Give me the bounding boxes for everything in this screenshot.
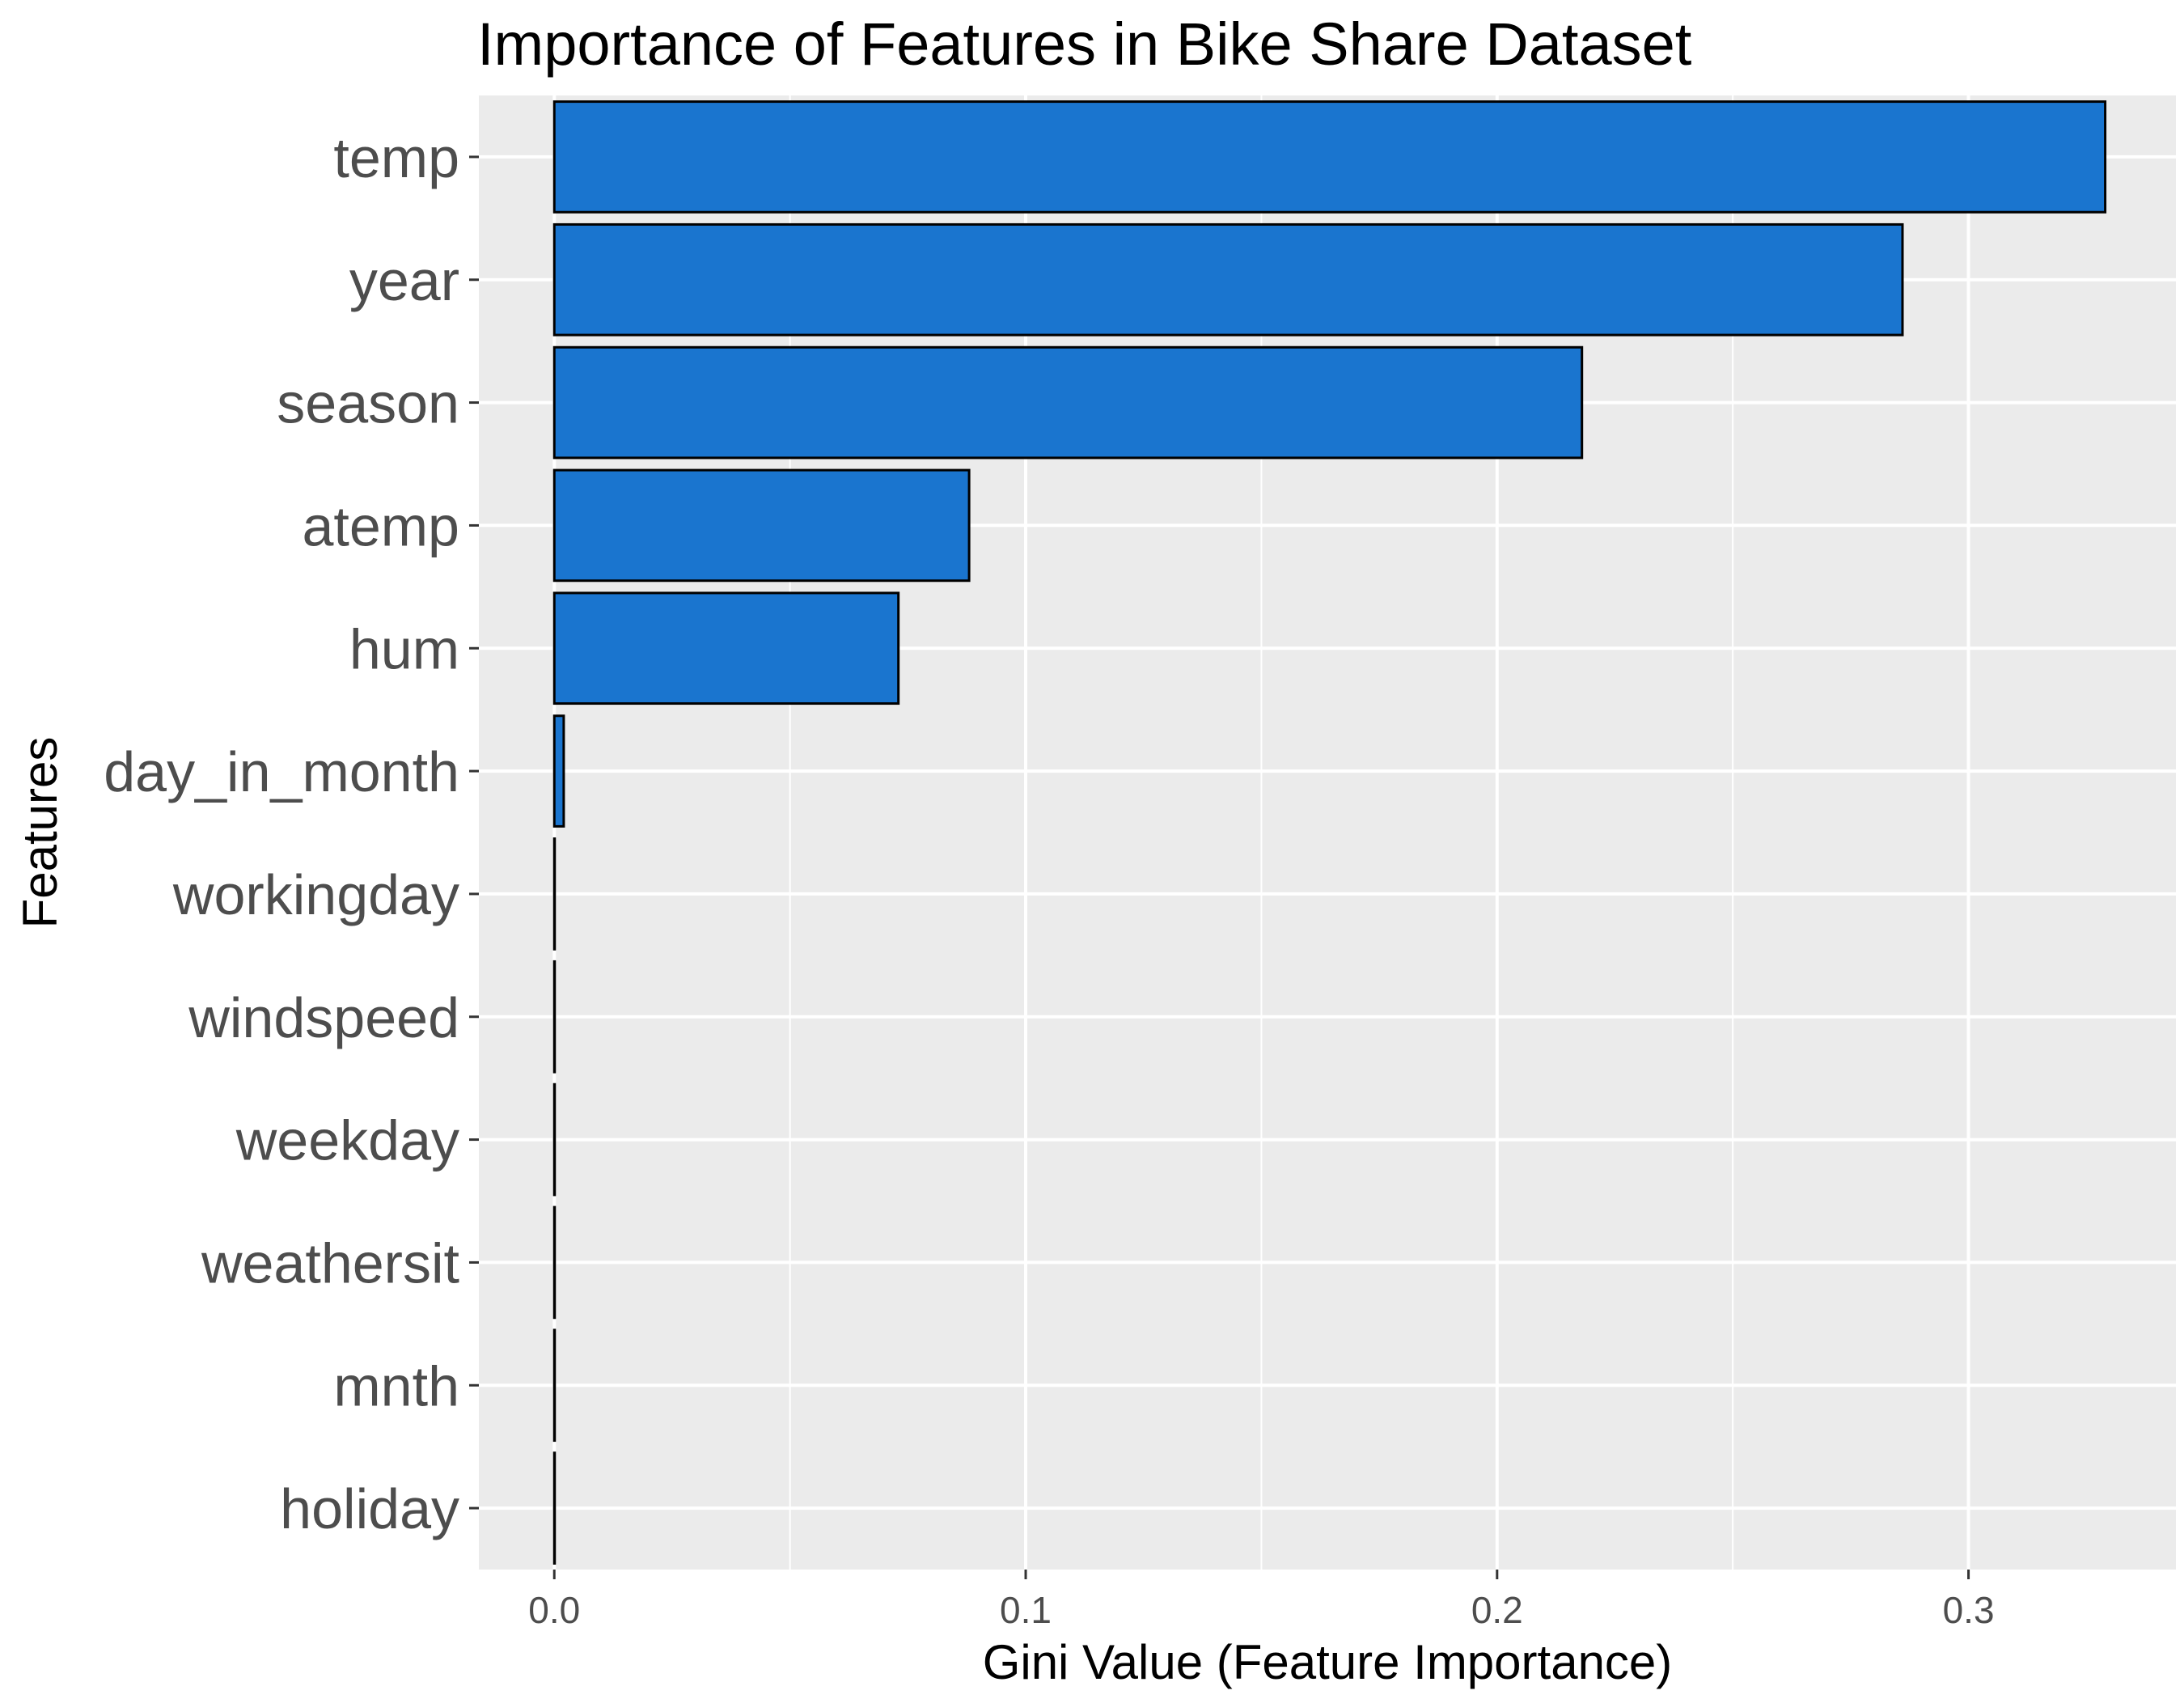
- bar-mnth: [552, 1328, 557, 1443]
- bar-weekday: [552, 1083, 557, 1197]
- y-tick-label: day_in_month: [104, 740, 459, 803]
- y-axis-title: Features: [13, 737, 67, 929]
- bar-holiday: [552, 1451, 557, 1565]
- y-tick-label: hum: [349, 617, 459, 680]
- bar-windspeed: [552, 960, 557, 1074]
- y-tick-label: year: [349, 249, 459, 312]
- bar-atemp: [552, 468, 971, 583]
- x-tick-label: 0.0: [528, 1589, 580, 1631]
- y-tick-label: workingday: [172, 863, 459, 926]
- y-tick-label: season: [277, 372, 459, 435]
- y-tick-label: mnth: [333, 1354, 459, 1417]
- x-tick-label: 0.1: [1000, 1589, 1052, 1631]
- bars: [552, 100, 2107, 1565]
- bar-day-in-month: [552, 714, 565, 828]
- bar-temp: [552, 100, 2107, 214]
- minor-gridlines: [789, 95, 1734, 1570]
- bar-weathersit: [552, 1205, 557, 1320]
- y-axis: temp year season atemp hum day_in_monthworkin…: [104, 126, 479, 1540]
- y-tick-label: atemp: [302, 494, 459, 557]
- y-tick-label: weathersit: [201, 1231, 459, 1294]
- bar-year: [552, 222, 1904, 337]
- y-tick-label: holiday: [280, 1477, 459, 1540]
- x-axis: 0.0 0.1 0.2 0.3: [528, 1570, 1995, 1631]
- bar-hum: [552, 591, 900, 705]
- x-axis-title: Gini Value (Feature Importance): [983, 1635, 1673, 1689]
- bar-season: [552, 345, 1584, 460]
- plot-panel: [479, 95, 2176, 1570]
- y-tick-label: weekday: [235, 1109, 459, 1172]
- x-tick-label: 0.3: [1943, 1589, 1995, 1631]
- x-tick-label: 0.2: [1471, 1589, 1523, 1631]
- chart-title: Importance of Features in Bike Share Dat…: [477, 11, 1692, 78]
- y-tick-label: windspeed: [188, 986, 459, 1049]
- bar-workingday: [552, 837, 557, 951]
- y-tick-label: temp: [333, 126, 459, 189]
